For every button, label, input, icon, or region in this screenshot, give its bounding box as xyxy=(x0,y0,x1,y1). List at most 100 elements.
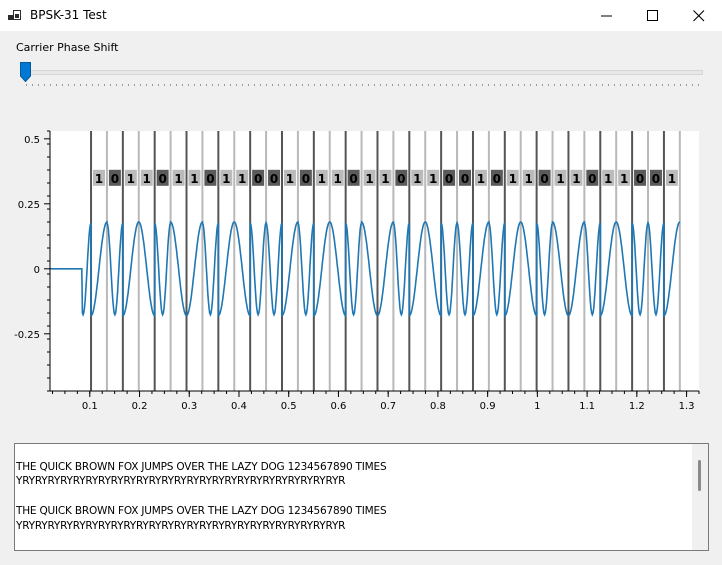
bit-label: 1 xyxy=(668,172,676,186)
bit-label-box xyxy=(443,169,456,186)
chart-panel: 1 0 1 1 0 1 1 0 1 1 0 0 1 0 1 1 0 1 1 0 1 1 0 0 1 0 1 1 0 1 1 0 1 1 0 0 1 0.5… xyxy=(0,95,722,430)
minimize-button[interactable] xyxy=(584,0,630,31)
slider-tick xyxy=(356,84,357,86)
slider-tick xyxy=(608,84,609,86)
bit-label-box xyxy=(220,169,233,186)
bit-label-box xyxy=(411,169,424,186)
title-bar: BPSK-31 Test xyxy=(0,0,722,31)
bit-label-box xyxy=(522,169,535,186)
slider-tick xyxy=(380,84,381,86)
slider-tick xyxy=(92,84,93,86)
text-line: THE QUICK BROWN FOX JUMPS OVER THE LAZY … xyxy=(16,461,387,473)
window-title: BPSK-31 Test xyxy=(30,8,107,22)
bit-label: 1 xyxy=(556,172,564,186)
bit-label: 0 xyxy=(254,172,262,186)
close-button[interactable] xyxy=(676,0,722,31)
slider-tick xyxy=(578,84,579,86)
slider-tick xyxy=(422,84,423,86)
bit-label-box xyxy=(490,169,503,186)
slider-tick xyxy=(680,84,681,86)
bit-label-box xyxy=(570,169,583,186)
x-tick-label: 0.1 xyxy=(82,401,98,412)
slider-tick xyxy=(302,84,303,86)
bit-label: 1 xyxy=(318,172,326,186)
slider-tick xyxy=(80,84,81,86)
bit-label: 0 xyxy=(493,172,501,186)
bit-label-box xyxy=(586,169,599,186)
waveform-chart: 1 0 1 1 0 1 1 0 1 1 0 0 1 0 1 1 0 1 1 0 1 1 0 0 1 0 1 1 0 1 1 0 1 1 0 0 10.5… xyxy=(14,130,700,412)
slider-tick xyxy=(326,84,327,86)
slider-ticks xyxy=(26,84,699,86)
slider-tick xyxy=(374,84,375,86)
slider-tick xyxy=(44,84,45,86)
slider-tick xyxy=(134,84,135,86)
bit-label: 1 xyxy=(143,172,151,186)
slider-tick xyxy=(260,84,261,86)
bit-label: 0 xyxy=(270,172,278,186)
bit-label: 1 xyxy=(174,172,182,186)
maximize-button[interactable] xyxy=(630,0,676,31)
slider-tick xyxy=(128,84,129,86)
y-tick-label: 0.25 xyxy=(18,200,40,211)
slider-tick xyxy=(338,84,339,86)
bit-label: 1 xyxy=(429,172,437,186)
slider-tick xyxy=(176,84,177,86)
text-line: YRYRYRYRYRYRYRYRYRYRYRYRYRYRYRYRYRYRYRYR… xyxy=(16,520,346,532)
slider-tick xyxy=(194,84,195,86)
slider-tick xyxy=(158,84,159,86)
x-tick-label: 1.2 xyxy=(629,401,645,412)
slider-tick xyxy=(614,84,615,86)
x-tick-label: 0.7 xyxy=(380,401,396,412)
bit-label: 1 xyxy=(238,172,246,186)
slider-tick xyxy=(554,84,555,86)
carrier-phase-shift-slider[interactable] xyxy=(20,60,703,90)
slider-thumb[interactable] xyxy=(20,62,31,82)
scrollbar-thumb[interactable] xyxy=(698,460,701,491)
slider-tick xyxy=(308,84,309,86)
x-tick-label: 0.6 xyxy=(330,401,346,412)
slider-tick xyxy=(266,84,267,86)
slider-tick xyxy=(644,84,645,86)
bit-label: 1 xyxy=(365,172,373,186)
slider-tick xyxy=(416,84,417,86)
bit-label: 0 xyxy=(111,172,119,186)
x-tick-label: 1.1 xyxy=(579,401,595,412)
signal-series-line xyxy=(50,220,681,318)
slider-tick xyxy=(476,84,477,86)
slider-tick xyxy=(122,84,123,86)
slider-tick xyxy=(272,84,273,86)
bit-label-box xyxy=(172,169,185,186)
bit-label-box xyxy=(474,169,487,186)
slider-tick xyxy=(638,84,639,86)
slider-tick xyxy=(368,84,369,86)
slider-tick xyxy=(560,84,561,86)
x-tick-label: 0.3 xyxy=(181,401,197,412)
slider-tick xyxy=(170,84,171,86)
slider-tick xyxy=(110,84,111,86)
slider-tick xyxy=(212,84,213,86)
slider-tick xyxy=(500,84,501,86)
bit-label: 1 xyxy=(509,172,517,186)
slider-tick xyxy=(674,84,675,86)
slider-tick xyxy=(518,84,519,86)
slider-tick xyxy=(572,84,573,86)
slider-tick xyxy=(596,84,597,86)
bit-label-box xyxy=(188,169,201,186)
bit-label-box xyxy=(283,169,296,186)
slider-tick xyxy=(56,84,57,86)
slider-tick xyxy=(332,84,333,86)
y-tick-label: -0.25 xyxy=(14,330,40,341)
bit-label: 0 xyxy=(349,172,357,186)
bit-label: 0 xyxy=(461,172,469,186)
slider-tick xyxy=(38,84,39,86)
text-line: YRYRYRYRYRYRYRYRYRYRYRYRYRYRYRYRYRYRYRYR… xyxy=(16,475,346,487)
bit-label: 0 xyxy=(158,172,166,186)
bit-label-box xyxy=(299,169,312,186)
bit-label: 0 xyxy=(540,172,548,186)
slider-tick xyxy=(254,84,255,86)
decoded-text-box[interactable]: THE QUICK BROWN FOX JUMPS OVER THE LAZY … xyxy=(14,443,709,551)
vertical-scrollbar[interactable] xyxy=(692,444,708,550)
slider-tick xyxy=(398,84,399,86)
slider-tick xyxy=(536,84,537,86)
bit-label: 1 xyxy=(190,172,198,186)
